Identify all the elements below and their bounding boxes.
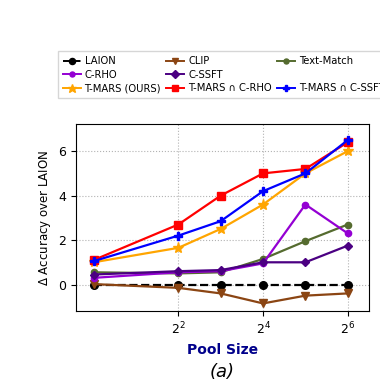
CLIP	[176, 286, 180, 290]
Text-Match	[91, 270, 96, 275]
T-MARS ∩ C-RHO	[261, 171, 265, 176]
LAION	[91, 282, 96, 287]
Text-Match	[176, 271, 180, 276]
C-RHO	[91, 275, 96, 280]
T-MARS (OURS)	[261, 202, 265, 207]
Line: Text-Match: Text-Match	[90, 221, 351, 277]
CLIP	[303, 293, 308, 298]
C-SSFT	[345, 243, 350, 248]
C-SSFT	[218, 268, 223, 272]
LAION	[176, 282, 180, 287]
Line: CLIP: CLIP	[90, 280, 352, 307]
C-SSFT	[91, 272, 96, 277]
CLIP	[91, 282, 96, 286]
T-MARS (OURS)	[176, 245, 180, 250]
Line: T-MARS ∩ C-RHO: T-MARS ∩ C-RHO	[90, 138, 352, 264]
Text-Match	[303, 239, 308, 244]
T-MARS ∩ C-RHO	[345, 140, 350, 145]
T-MARS ∩ C-RHO	[303, 166, 308, 171]
C-RHO	[345, 231, 350, 236]
T-MARS ∩ C-SSFT	[91, 259, 96, 263]
T-MARS ∩ C-SSFT	[303, 171, 308, 176]
T-MARS ∩ C-RHO	[218, 193, 223, 198]
Y-axis label: $\Delta$ Accuracy over LAION: $\Delta$ Accuracy over LAION	[37, 150, 53, 286]
C-RHO	[303, 202, 308, 207]
C-RHO	[176, 270, 180, 275]
LAION	[303, 282, 308, 287]
C-SSFT	[176, 269, 180, 273]
Text-Match	[345, 222, 350, 227]
T-MARS ∩ C-SSFT	[218, 219, 223, 224]
T-MARS ∩ C-SSFT	[176, 233, 180, 238]
Text-Match	[218, 270, 223, 275]
C-RHO	[261, 261, 265, 266]
T-MARS ∩ C-SSFT	[345, 138, 350, 142]
Line: LAION: LAION	[90, 281, 352, 288]
Line: T-MARS (OURS): T-MARS (OURS)	[88, 145, 353, 268]
X-axis label: Pool Size: Pool Size	[187, 343, 258, 357]
T-MARS ∩ C-RHO	[176, 222, 180, 227]
T-MARS ∩ C-SSFT	[261, 189, 265, 193]
CLIP	[345, 291, 350, 296]
Line: C-RHO: C-RHO	[90, 202, 351, 281]
Line: C-SSFT: C-SSFT	[90, 242, 351, 278]
LAION	[261, 282, 265, 287]
CLIP	[261, 301, 265, 306]
Line: T-MARS ∩ C-SSFT: T-MARS ∩ C-SSFT	[90, 136, 352, 265]
Text: (a): (a)	[210, 363, 235, 382]
T-MARS (OURS)	[91, 260, 96, 265]
C-SSFT	[303, 260, 308, 265]
T-MARS (OURS)	[345, 149, 350, 154]
T-MARS (OURS)	[303, 171, 308, 176]
C-RHO	[218, 269, 223, 273]
Text-Match	[261, 257, 265, 261]
Legend: LAION, C-RHO, T-MARS (OURS), CLIP, C-SSFT, T-MARS ∩ C-RHO, Text-Match, , T-MARS : LAION, C-RHO, T-MARS (OURS), CLIP, C-SSF…	[58, 51, 380, 98]
T-MARS ∩ C-RHO	[91, 258, 96, 263]
LAION	[345, 282, 350, 287]
T-MARS (OURS)	[218, 227, 223, 231]
CLIP	[218, 291, 223, 296]
LAION	[218, 282, 223, 287]
C-SSFT	[261, 260, 265, 265]
